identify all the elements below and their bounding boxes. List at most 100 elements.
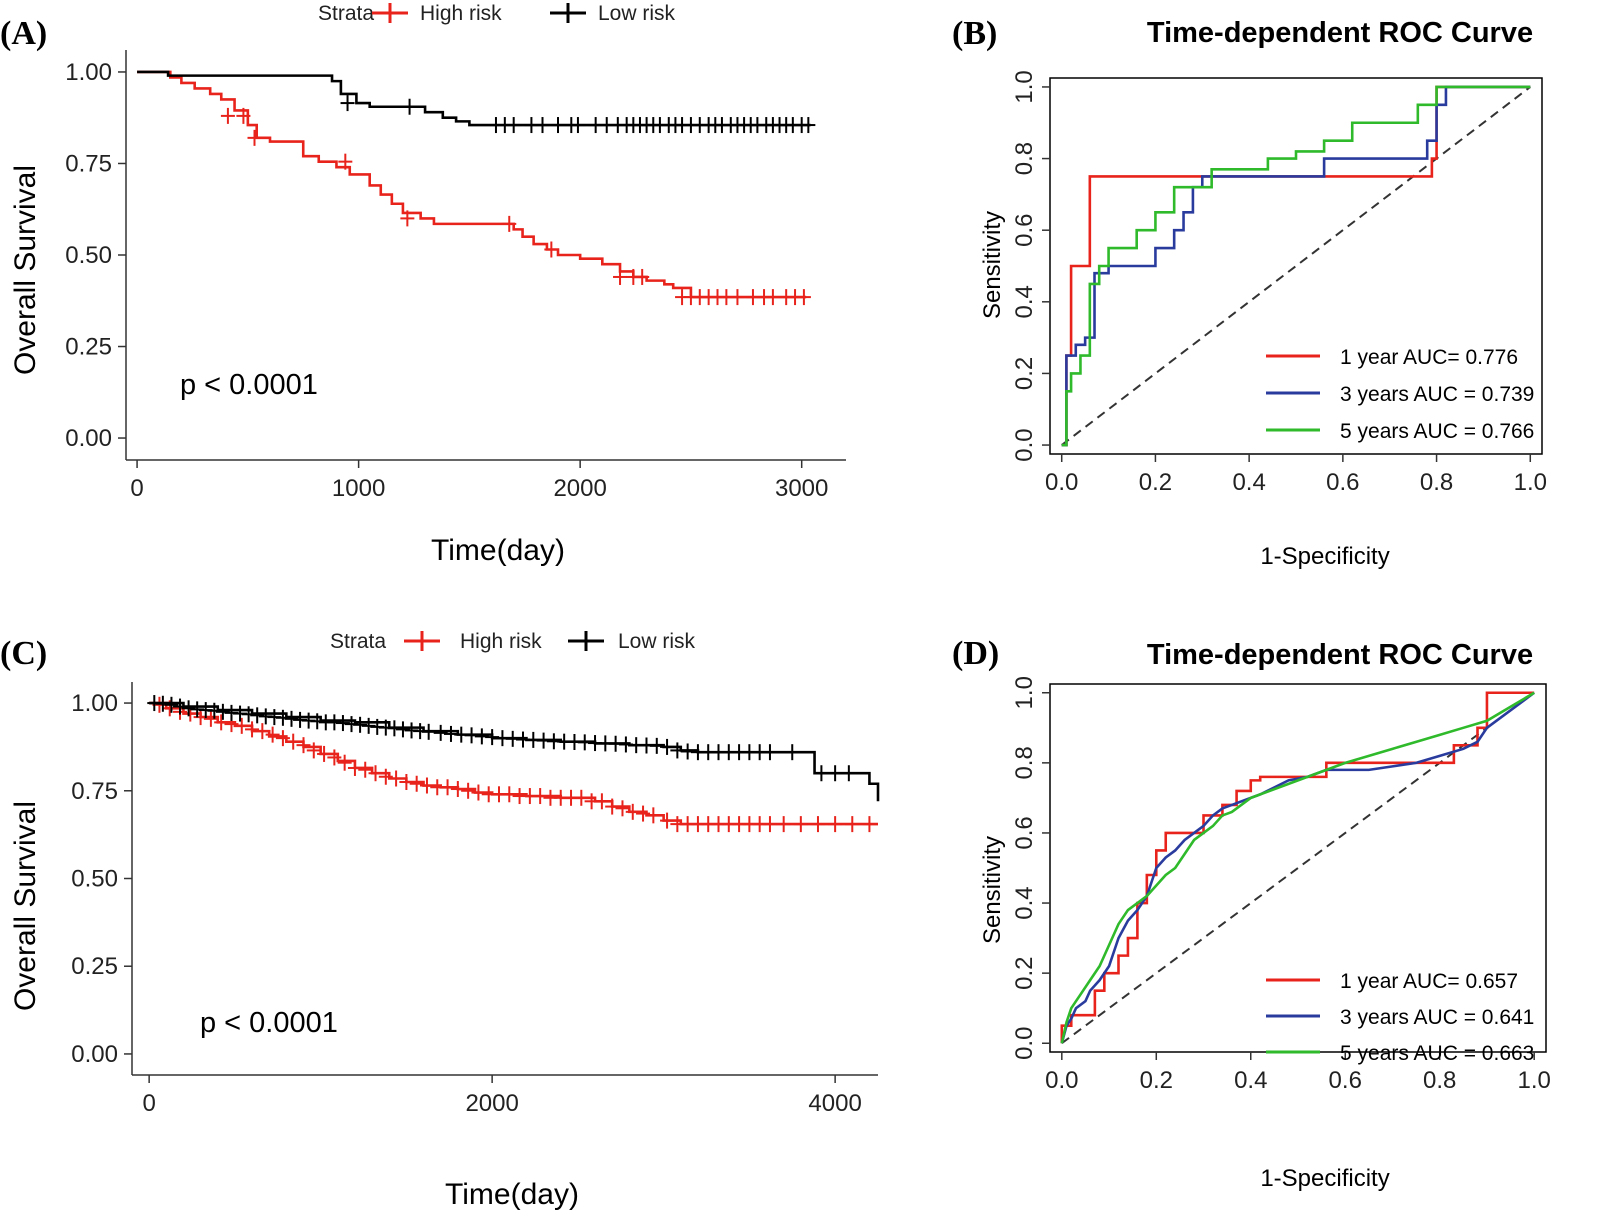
x-tick-label: 0.0	[1045, 1067, 1078, 1094]
censor-mark-high-risk	[220, 107, 235, 124]
censor-mark-high-risk	[265, 726, 280, 743]
panel-c-label: (C)	[0, 635, 47, 672]
x-tick-label: 0.6	[1329, 1067, 1362, 1094]
censor-mark-high-risk	[450, 781, 465, 798]
censor-mark-high-risk	[409, 775, 424, 792]
censor-mark-high-risk	[296, 737, 311, 754]
censor-mark-low-risk	[181, 700, 196, 717]
legend-entry-high-risk: High risk	[420, 2, 502, 25]
censor-mark-high-risk	[337, 754, 352, 771]
panel-a-legend: Strata High risk Low risk	[318, 2, 676, 25]
x-tick-label: 0	[142, 1090, 155, 1117]
censor-mark-low-risk	[670, 742, 685, 759]
series-line-5-years-auc-0-663	[1060, 691, 1535, 1044]
x-tick-label: 2000	[553, 475, 606, 502]
legend-entry-1-year: 1 year AUC= 0.776	[1340, 346, 1518, 369]
y-tick-label: 0.8	[1011, 746, 1038, 779]
y-tick-label: 0.0	[1011, 1027, 1038, 1060]
censor-mark-low-risk	[207, 702, 222, 719]
x-tick-label: 0.8	[1423, 1067, 1456, 1094]
x-tick-label: 1.0	[1514, 469, 1547, 496]
censor-mark-low-risk	[402, 98, 417, 115]
plot-frame	[1049, 77, 1543, 455]
legend-entry-1-year: 1 year AUC= 0.657	[1340, 970, 1518, 993]
censor-mark-high-risk	[793, 816, 808, 833]
censor-mark-low-risk	[464, 727, 479, 744]
x-tick-label: 1000	[332, 475, 385, 502]
censor-mark-high-risk	[368, 765, 383, 782]
censor-mark-high-risk	[286, 733, 301, 750]
panel-d-roc: (D) Time-dependent ROC Curve 0.0 0.2 0.4 0.…	[952, 635, 1551, 1192]
censor-mark-high-risk	[255, 723, 270, 740]
y-tick-label: 0.6	[1011, 816, 1038, 849]
censor-mark-low-risk	[215, 703, 230, 720]
censor-mark-low-risk	[395, 721, 410, 738]
y-tick-label: 1.00	[65, 59, 112, 86]
censor-mark-high-risk	[247, 129, 262, 146]
censor-mark-low-risk	[335, 715, 350, 732]
censor-mark-low-risk	[361, 717, 376, 734]
censor-mark-high-risk	[203, 710, 218, 727]
censor-mark-low-risk	[828, 765, 843, 782]
y-tick-label: 0.2	[1011, 956, 1038, 989]
x-tick-label: 3000	[775, 475, 828, 502]
censor-mark-high-risk	[636, 805, 651, 822]
censor-mark-high-risk	[810, 816, 825, 833]
y-tick-label: 1.0	[1011, 70, 1038, 103]
censor-mark-high-risk	[471, 784, 486, 801]
panel-c-p-value: p < 0.0001	[200, 1007, 338, 1039]
censor-mark-high-risk	[660, 812, 675, 829]
x-tick-label: 2000	[465, 1090, 518, 1117]
censor-mark-low-risk	[785, 744, 800, 761]
censor-mark-low-risk	[551, 117, 565, 134]
legend-entry-3-years: 3 years AUC = 0.641	[1340, 1006, 1534, 1029]
y-tick-label: 0.50	[65, 242, 112, 269]
panel-a-x-axis-title: Time(day)	[431, 534, 565, 567]
legend-title: Strata	[330, 630, 386, 653]
panel-a-p-value: p < 0.0001	[180, 369, 318, 401]
censor-mark-high-risk	[762, 816, 777, 833]
y-tick-label: 0.25	[71, 953, 118, 980]
x-tick-label: 0.2	[1139, 469, 1172, 496]
censor-mark-high-risk	[214, 714, 229, 731]
x-tick-label: 0	[130, 475, 143, 502]
censor-mark-low-risk	[353, 716, 368, 733]
y-tick-label: 0.8	[1011, 142, 1038, 175]
legend-entry-high-risk: High risk	[460, 630, 542, 653]
censor-mark-high-risk	[613, 268, 628, 285]
censor-mark-low-risk	[660, 738, 675, 755]
censor-mark-high-risk	[502, 786, 517, 803]
y-tick-label: 0.00	[65, 425, 112, 452]
legend-key-low-risk	[568, 631, 604, 651]
censor-mark-high-risk	[615, 800, 630, 817]
censor-mark-high-risk	[389, 770, 404, 787]
x-tick-label: 4000	[808, 1090, 861, 1117]
series-line-1-year-auc-0-657	[1060, 691, 1535, 1044]
y-tick-label: 0.2	[1011, 357, 1038, 390]
censor-mark-high-risk	[327, 749, 342, 766]
censor-mark-high-risk	[765, 289, 780, 306]
censor-mark-low-risk	[506, 117, 521, 134]
censor-mark-high-risk	[544, 241, 559, 258]
censor-mark-low-risk	[433, 724, 448, 741]
y-tick-label: 0.50	[71, 866, 118, 893]
censor-mark-high-risk	[234, 717, 249, 734]
censor-mark-low-risk	[649, 737, 664, 754]
series-line-low-risk	[149, 701, 880, 802]
censor-mark-low-risk	[535, 117, 550, 134]
panel-d-label: (D)	[952, 635, 999, 672]
censor-mark-high-risk	[440, 779, 455, 796]
censor-mark-high-risk	[306, 742, 321, 759]
reference-diagonal	[1061, 691, 1535, 1045]
censor-mark-high-risk	[635, 268, 650, 285]
censor-mark-high-risk	[533, 788, 548, 805]
panel-c-legend: Strata High risk Low risk	[330, 630, 696, 653]
censor-mark-high-risk	[862, 816, 877, 833]
x-tick-label: 0.8	[1420, 469, 1453, 496]
panel-d-title: Time-dependent ROC Curve	[1147, 639, 1533, 671]
censor-mark-high-risk	[461, 782, 476, 799]
series-line-high-risk	[137, 70, 807, 299]
censor-mark-low-risk	[841, 765, 856, 782]
panel-b-x-axis-title: 1-Specificity	[1260, 543, 1389, 570]
